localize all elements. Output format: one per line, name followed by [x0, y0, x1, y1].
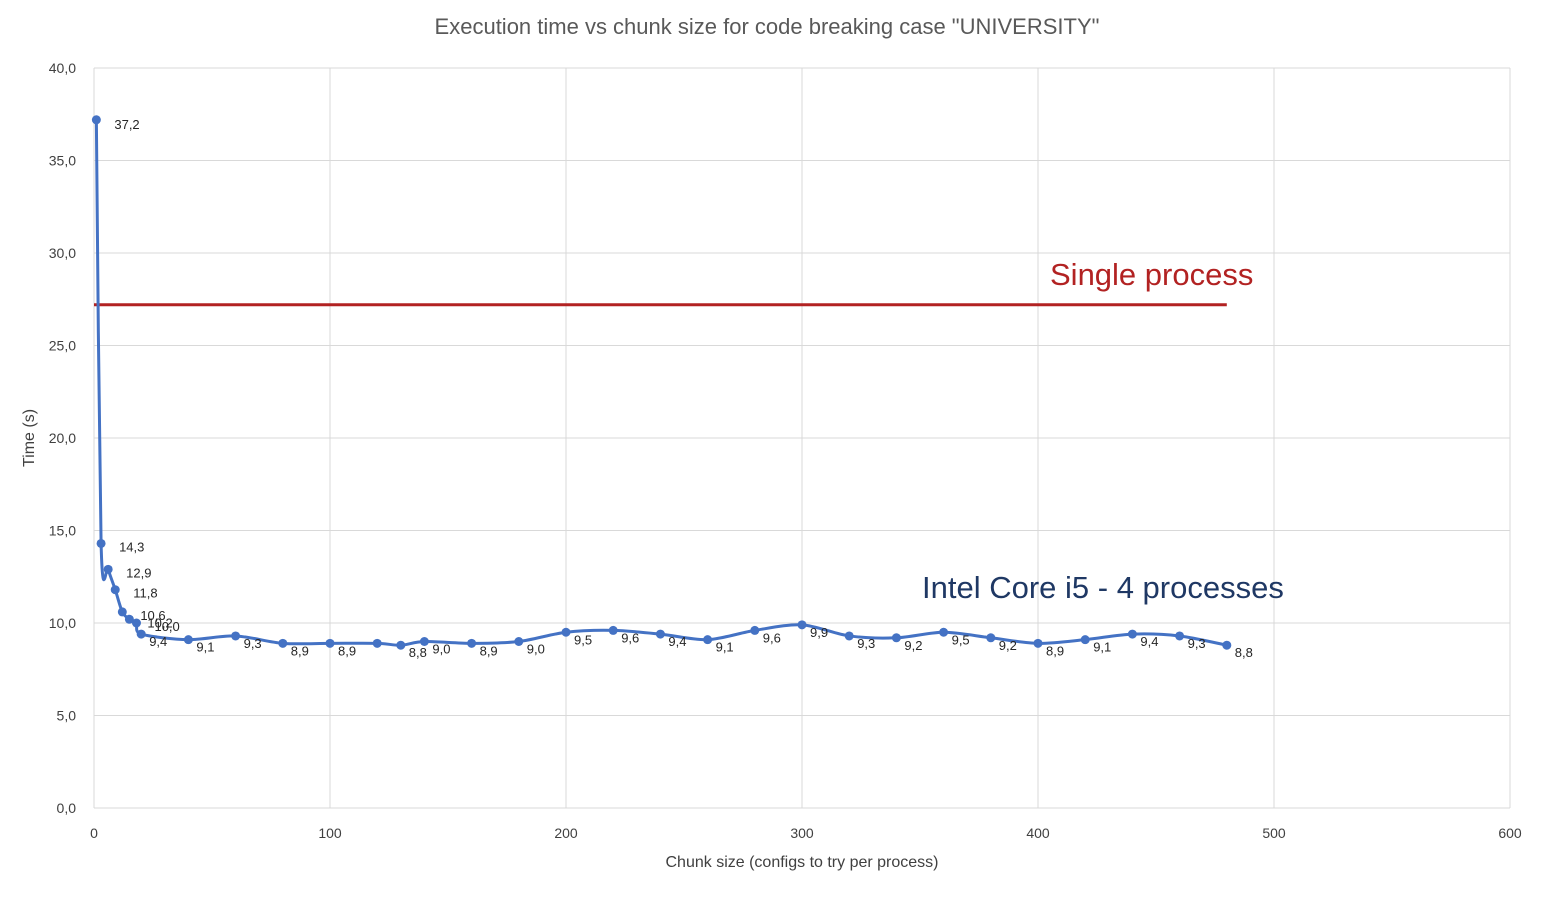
data-point	[325, 638, 335, 648]
data-point	[136, 629, 146, 639]
data-label: 9,4	[668, 634, 686, 649]
data-label: 9,6	[621, 630, 639, 645]
data-label: 8,9	[480, 643, 498, 658]
data-label: 11,8	[133, 586, 157, 601]
data-label: 8,9	[291, 643, 309, 658]
x-tick-label: 500	[1262, 825, 1286, 841]
data-point	[939, 627, 949, 637]
data-label: 12,9	[126, 565, 151, 580]
y-tick-label: 30,0	[49, 245, 76, 261]
data-point	[655, 629, 665, 639]
data-label: 9,1	[196, 640, 214, 655]
y-tick-label: 15,0	[49, 523, 76, 539]
data-point	[124, 614, 134, 624]
y-tick-label: 35,0	[49, 153, 76, 169]
data-label: 9,6	[763, 630, 781, 645]
series-line	[94, 118, 1229, 647]
data-point	[891, 633, 901, 643]
data-point	[131, 618, 141, 628]
axis-ticks: 0,0 5,0 10,0 15,0 20,0 25,0 30,0 35,0 40,0 0 100 20…	[49, 60, 1522, 841]
data-point	[1033, 638, 1043, 648]
data-point	[419, 637, 429, 646]
data-point	[1080, 635, 1090, 645]
data-label: 9,3	[857, 636, 875, 651]
data-point	[467, 638, 477, 648]
data-label: 9,2	[999, 638, 1017, 653]
single-process-annotation: Single process	[1050, 257, 1253, 292]
data-point	[750, 625, 760, 635]
data-point	[96, 538, 106, 548]
x-tick-label: 600	[1498, 825, 1522, 841]
y-tick-label: 10,0	[49, 615, 76, 631]
data-point	[231, 631, 241, 641]
y-tick-label: 5,0	[57, 708, 77, 724]
data-point	[844, 631, 854, 641]
data-label: 9,0	[432, 642, 450, 657]
data-label: 10,2	[147, 615, 172, 630]
x-tick-label: 0	[90, 825, 98, 841]
y-tick-label: 20,0	[49, 430, 76, 446]
data-label: 14,3	[119, 539, 144, 554]
y-tick-label: 40,0	[49, 60, 76, 76]
data-point	[1222, 640, 1232, 650]
y-axis-label: Time (s)	[21, 409, 38, 467]
data-label: 9,0	[527, 642, 545, 657]
intel-core-annotation: Intel Core i5 - 4 processes	[922, 570, 1284, 605]
data-point	[110, 585, 120, 595]
data-point	[183, 635, 193, 645]
data-point	[1127, 629, 1137, 639]
data-label: 9,1	[716, 640, 734, 655]
data-label: 9,5	[952, 632, 970, 647]
data-label: 8,8	[1235, 645, 1253, 660]
data-point	[797, 620, 807, 630]
data-label: 9,4	[149, 634, 167, 649]
series-layer	[91, 115, 1232, 650]
data-label: 9,1	[1093, 640, 1111, 655]
data-point	[608, 625, 618, 635]
data-point	[372, 638, 382, 648]
data-label: 10,6	[140, 608, 165, 623]
data-label: 8,9	[338, 643, 356, 658]
x-tick-label: 300	[790, 825, 814, 841]
data-point	[91, 115, 101, 125]
data-label: 9,3	[1188, 636, 1206, 651]
data-label: 9,2	[904, 638, 922, 653]
data-point	[703, 635, 713, 645]
x-tick-label: 400	[1026, 825, 1050, 841]
data-label: 9,9	[810, 625, 828, 640]
data-point	[396, 640, 406, 650]
data-label: 8,8	[409, 645, 427, 660]
data-point	[103, 564, 113, 574]
data-label: 37,2	[114, 117, 139, 132]
x-tick-label: 200	[554, 825, 578, 841]
data-point	[986, 633, 996, 643]
data-label: 9,4	[1140, 634, 1158, 649]
data-label: 8,9	[1046, 643, 1064, 658]
data-labels: 37,214,312,911,810,610,210,09,4 9,1 9,3 8,9…	[114, 117, 1253, 660]
x-axis-label: Chunk size (configs to try per process)	[666, 854, 939, 871]
data-label: 10,0	[154, 619, 179, 634]
data-point	[514, 637, 524, 646]
data-point	[117, 607, 127, 617]
data-point	[561, 627, 571, 637]
data-point	[278, 638, 288, 648]
y-tick-label: 0,0	[57, 800, 77, 816]
x-tick-label: 100	[318, 825, 342, 841]
grid	[93, 67, 1511, 809]
y-tick-label: 25,0	[49, 338, 76, 354]
data-label: 9,3	[244, 636, 262, 651]
data-point	[1175, 631, 1185, 641]
data-label: 9,5	[574, 632, 592, 647]
chart-title: Execution time vs chunk size for code br…	[435, 14, 1100, 39]
